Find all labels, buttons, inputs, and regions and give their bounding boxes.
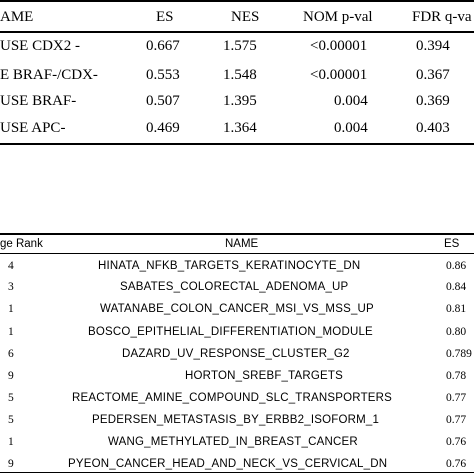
table1-cell-name: USE APC- <box>0 120 66 136</box>
table2-cell-rank: 1 <box>8 436 14 448</box>
table2-header-name: NAME <box>225 238 259 250</box>
table2-cell-rank: 9 <box>8 370 14 382</box>
table1-bottom-rule <box>0 143 474 145</box>
table1-cell-nom: <0.00001 <box>310 38 368 54</box>
table1-header-nom-pval: NOM p-val <box>303 9 373 25</box>
table2-cell-rank: 6 <box>8 348 14 360</box>
table2-cell-rank: 3 <box>8 281 14 293</box>
table1-header-name: AME <box>0 9 34 25</box>
table2-cell-es: 0.78 <box>446 370 467 382</box>
table1-header-fdr-qval: FDR q-va <box>412 9 472 25</box>
table1-cell-nom: 0.004 <box>334 93 368 109</box>
table2-cell-name: BOSCO_EPITHELIAL_DIFFERENTIATION_MODULE <box>88 326 373 338</box>
table1-cell-nes: 1.364 <box>223 120 257 136</box>
table1-cell-es: 0.667 <box>146 38 180 54</box>
table2-cell-rank: 5 <box>8 414 14 426</box>
table1-cell-fdr: 0.369 <box>416 93 450 109</box>
table1-cell-name: USE CDX2 - <box>0 38 81 54</box>
table2-cell-es: 0.80 <box>446 326 467 338</box>
table2-cell-name: WANG_METHYLATED_IN_BREAST_CANCER <box>108 436 358 448</box>
table2-cell-rank: 9 <box>8 458 14 470</box>
table1-cell-fdr: 0.367 <box>416 67 450 83</box>
table1-cell-nom: 0.004 <box>334 120 368 136</box>
table2-cell-es: 0.86 <box>446 260 467 272</box>
table1-cell-es: 0.469 <box>146 120 180 136</box>
table2-cell-es: 0.81 <box>446 303 467 315</box>
table2-cell-name: HINATA_NFKB_TARGETS_KERATINOCYTE_DN <box>98 260 361 272</box>
table2-cell-name: PEDERSEN_METASTASIS_BY_ERBB2_ISOFORM_1 <box>92 414 380 426</box>
table1-cell-fdr: 0.394 <box>416 38 450 54</box>
table1-cell-name: USE BRAF- <box>0 93 77 109</box>
table2-cell-rank: 1 <box>8 303 14 315</box>
table2-cell-name: DAZARD_UV_RESPONSE_CLUSTER_G2 <box>122 348 350 360</box>
table1-header-es: ES <box>156 9 174 25</box>
table1-cell-name: E BRAF-/CDX- <box>0 67 98 83</box>
table2-top-rule <box>0 233 474 235</box>
table2-bottom-rule <box>0 472 474 473</box>
table1-cell-nom: <0.00001 <box>310 67 368 83</box>
table1-cell-es: 0.507 <box>146 93 180 109</box>
table2-cell-es: 0.77 <box>446 414 467 426</box>
table2-cell-name: REACTOME_AMINE_COMPOUND_SLC_TRANSPORTERS <box>72 392 393 404</box>
table1-cell-fdr: 0.403 <box>416 120 450 136</box>
table2-cell-name: SABATES_COLORECTAL_ADENOMA_UP <box>120 281 349 293</box>
table1-header-nes: NES <box>231 9 260 25</box>
table1-cell-es: 0.553 <box>146 67 180 83</box>
table1-cell-nes: 1.548 <box>223 67 257 83</box>
table2-header-rule <box>0 253 474 254</box>
table2-header-es: ES <box>444 238 460 250</box>
table2-header-rank: ge Rank <box>0 238 43 250</box>
table2-cell-es: 0.76 <box>446 458 467 470</box>
table2-cell-rank: 1 <box>8 326 14 338</box>
table2-cell-es: 0.77 <box>446 392 467 404</box>
table1-header-rule <box>0 31 474 33</box>
table2-cell-es: 0.84 <box>446 281 467 293</box>
table2-cell-name: HORTON_SREBF_TARGETS <box>185 370 344 382</box>
table2-cell-rank: 4 <box>8 260 14 272</box>
table1-cell-nes: 1.395 <box>223 93 257 109</box>
table2-cell-name: PYEON_CANCER_HEAD_AND_NECK_VS_CERVICAL_D… <box>68 458 388 470</box>
table1-cell-nes: 1.575 <box>223 38 257 54</box>
table2-cell-rank: 5 <box>8 392 14 404</box>
table2-cell-es: 0.789 <box>446 348 472 360</box>
table2-cell-name: WATANABE_COLON_CANCER_MSI_VS_MSS_UP <box>100 303 374 315</box>
table2-cell-es: 0.76 <box>446 436 467 448</box>
table1-top-rule <box>0 0 474 2</box>
